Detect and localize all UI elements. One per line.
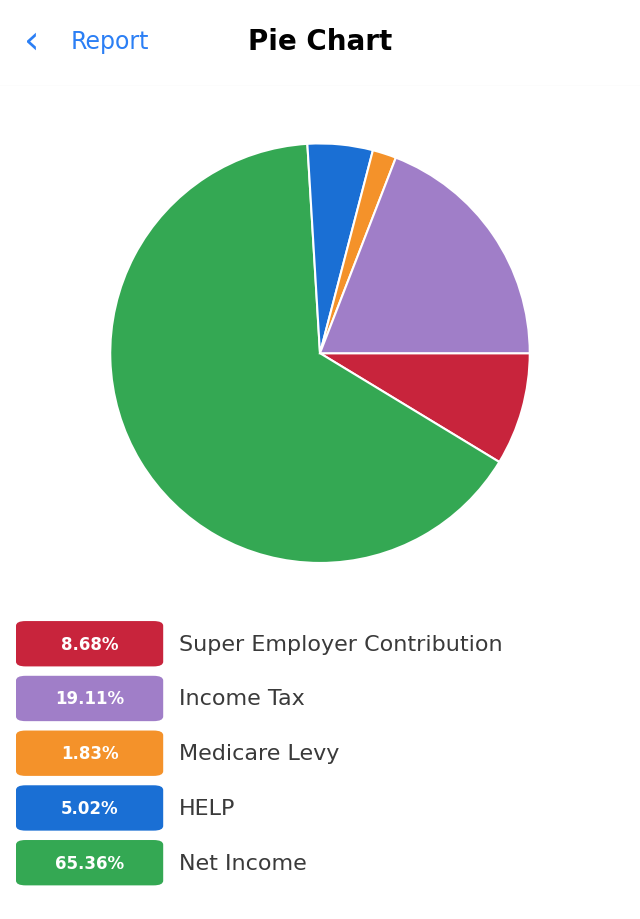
Text: 65.36%: 65.36% (55, 854, 124, 872)
Text: HELP: HELP (179, 798, 236, 818)
Wedge shape (320, 151, 396, 354)
Wedge shape (320, 158, 530, 354)
Text: Income Tax: Income Tax (179, 688, 305, 709)
Text: Report: Report (70, 30, 149, 54)
Text: 1.83%: 1.83% (61, 744, 118, 763)
Wedge shape (110, 144, 499, 563)
FancyBboxPatch shape (16, 786, 163, 831)
Text: 5.02%: 5.02% (61, 800, 118, 817)
FancyBboxPatch shape (16, 676, 163, 721)
Text: Net Income: Net Income (179, 853, 307, 873)
Text: Pie Chart: Pie Chart (248, 28, 392, 56)
Text: ‹: ‹ (24, 23, 40, 61)
FancyBboxPatch shape (16, 621, 163, 666)
Text: Super Employer Contribution: Super Employer Contribution (179, 634, 503, 654)
FancyBboxPatch shape (16, 731, 163, 776)
Text: Medicare Levy: Medicare Levy (179, 743, 340, 764)
FancyBboxPatch shape (16, 840, 163, 885)
Wedge shape (320, 354, 530, 462)
Text: 19.11%: 19.11% (55, 690, 124, 708)
Wedge shape (307, 144, 373, 354)
Text: 8.68%: 8.68% (61, 635, 118, 653)
